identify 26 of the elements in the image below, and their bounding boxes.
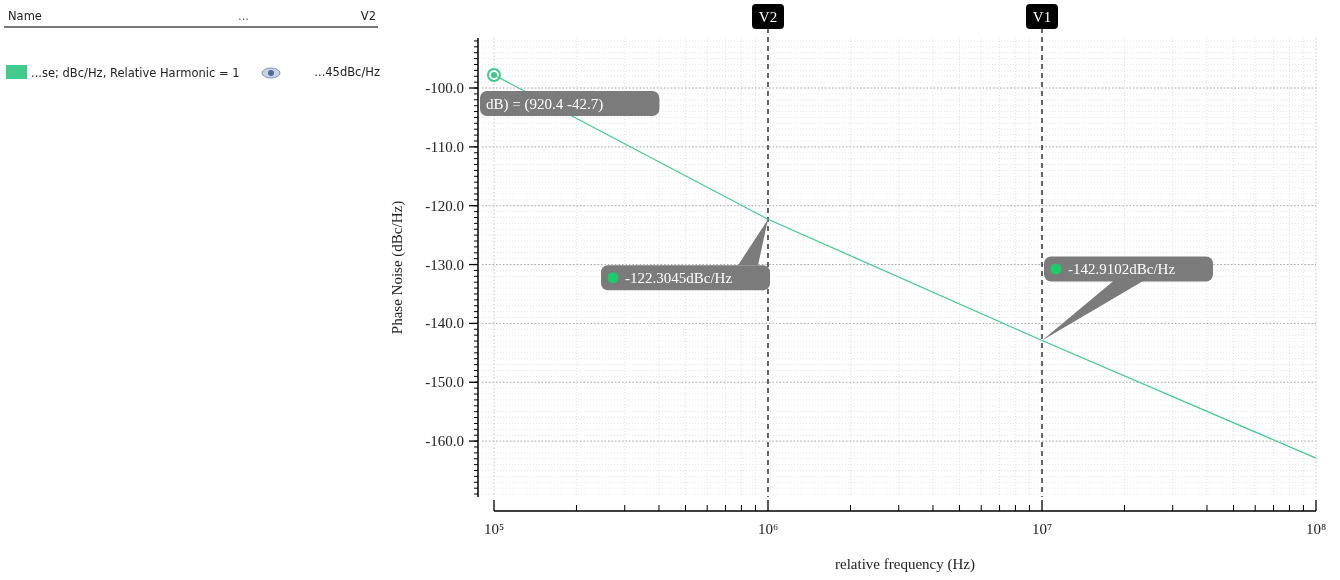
y-tick-label: -100.0 [425, 80, 464, 97]
y-axis-title: Phase Noise (dBc/Hz) [389, 200, 406, 335]
x-tick-label: 10⁸ [1305, 521, 1327, 537]
value-callout: dB) = (920.4 -42.7) [480, 68, 660, 117]
y-tick-label: -120.0 [425, 197, 464, 214]
legend-label: ...se; dBc/Hz, Relative Harmonic = 1 [31, 66, 240, 80]
value-callout: -122.3045dBc/Hz [601, 219, 770, 291]
annotation: -122.3045dBc/Hz [625, 270, 733, 287]
text: ... [238, 9, 249, 23]
y-tick-label: -110.0 [425, 138, 464, 155]
x-tick-label: 10⁵ [483, 521, 505, 537]
text: Name [8, 9, 42, 23]
ref-line-label: V1 [1032, 9, 1052, 25]
y-tick-label: -130.0 [425, 256, 464, 273]
annotation: dB) = (920.4 -42.7) [486, 96, 604, 114]
ref-line-label: V2 [758, 9, 778, 25]
y-tick-label: -140.0 [425, 315, 464, 332]
value-callout: -142.9102dBc/Hz [1042, 256, 1213, 341]
annotation: -142.9102dBc/Hz [1068, 261, 1176, 278]
y-tick-label: -160.0 [425, 433, 464, 450]
y-tick-label: -150.0 [425, 374, 464, 391]
x-axis-title: relative frequency (Hz) [835, 556, 975, 573]
x-tick-label: 10⁶ [757, 521, 779, 537]
text: V2 [360, 9, 376, 23]
text: ...45dBc/Hz [314, 65, 380, 79]
x-tick-label: 10⁷ [1031, 521, 1053, 537]
